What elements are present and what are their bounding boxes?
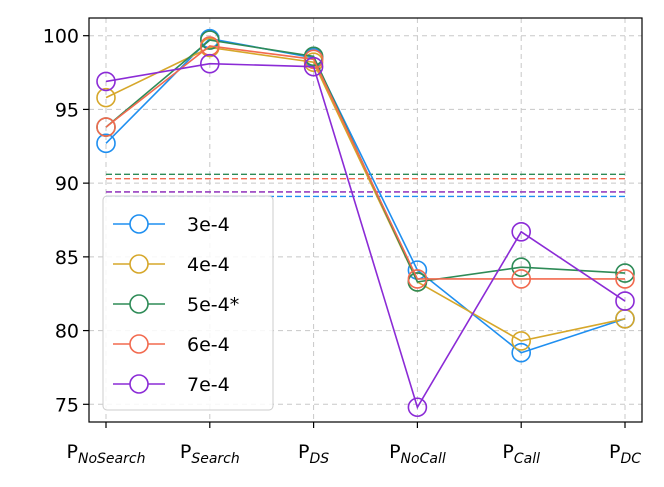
data-point-7e-4 xyxy=(615,291,635,311)
data-point-3e-4 xyxy=(96,133,116,154)
y-tick-label: 95 xyxy=(55,99,79,121)
data-point-7e-4 xyxy=(511,221,532,242)
legend-marker-5e-4* xyxy=(129,294,149,314)
data-point-4e-4 xyxy=(511,331,532,351)
legend-marker-6e-4 xyxy=(129,334,149,354)
x-tick-label: PSearch xyxy=(180,441,240,467)
x-tick-label-subscript: NoSearch xyxy=(78,451,145,467)
x-tick-label: PNoCall xyxy=(389,441,446,467)
x-tick-label-subscript: Call xyxy=(514,451,540,467)
y-tick-label: 80 xyxy=(55,321,79,343)
x-tick-label-subscript: DS xyxy=(309,451,329,467)
series-line-4e-4 xyxy=(105,46,626,342)
data-point-7e-4 xyxy=(200,53,220,74)
x-tick-label-base: P xyxy=(180,441,191,463)
legend: 3e-4 4e-4 5e-4* 6e-4 7e-4 xyxy=(102,195,274,411)
y-tick-label: 90 xyxy=(55,173,79,195)
data-point-6e-4 xyxy=(615,269,635,289)
x-tick-label: PDS xyxy=(298,441,329,467)
y-tick-label: 100 xyxy=(43,26,79,48)
x-tick-label: PDC xyxy=(609,441,641,467)
data-point-3e-4 xyxy=(511,342,532,363)
mean-dashed-lines xyxy=(106,173,625,198)
series-line-7e-4 xyxy=(105,62,626,410)
legend-marker-3e-4 xyxy=(129,214,149,234)
x-tick-label-subscript: NoCall xyxy=(401,451,446,467)
legend-label-7e-4: 7e-4 xyxy=(187,374,230,396)
x-tick-label-subscript: Search xyxy=(191,451,239,467)
y-tick-label: 75 xyxy=(55,394,79,416)
legend-label-4e-4: 4e-4 xyxy=(187,254,230,276)
data-point-4e-4 xyxy=(96,87,116,108)
x-tick-label-base: P xyxy=(67,441,78,463)
x-tick-label-base: P xyxy=(609,441,620,463)
data-point-6e-4 xyxy=(96,117,116,137)
legend-marker-7e-4 xyxy=(129,374,149,394)
data-point-7e-4 xyxy=(303,56,324,77)
x-tick-label-base: P xyxy=(389,441,400,463)
legend-label-6e-4: 6e-4 xyxy=(187,334,230,356)
legend-label-3e-4: 3e-4 xyxy=(187,214,230,236)
legend-label-5e-4*: 5e-4* xyxy=(187,294,239,316)
y-tick-label: 85 xyxy=(55,247,79,269)
x-tick-label-base: P xyxy=(298,441,309,463)
x-tick-label-base: P xyxy=(502,441,513,463)
legend-marker-4e-4 xyxy=(129,254,149,274)
data-point-5e-4* xyxy=(615,263,635,283)
x-tick-label: PCall xyxy=(502,441,540,467)
data-point-7e-4 xyxy=(96,71,116,92)
series-lines xyxy=(96,28,635,418)
data-point-5e-4* xyxy=(511,257,532,277)
x-tick-label-subscript: DC xyxy=(620,451,641,467)
data-point-6e-4 xyxy=(511,269,532,289)
data-point-5e-4* xyxy=(200,30,220,50)
plot-frame xyxy=(88,17,643,423)
legend-box xyxy=(102,195,274,411)
data-point-7e-4 xyxy=(407,397,428,418)
series-line-6e-4 xyxy=(105,45,625,280)
x-tick-label: PNoSearch xyxy=(67,441,146,467)
data-point-6e-4 xyxy=(407,269,428,289)
